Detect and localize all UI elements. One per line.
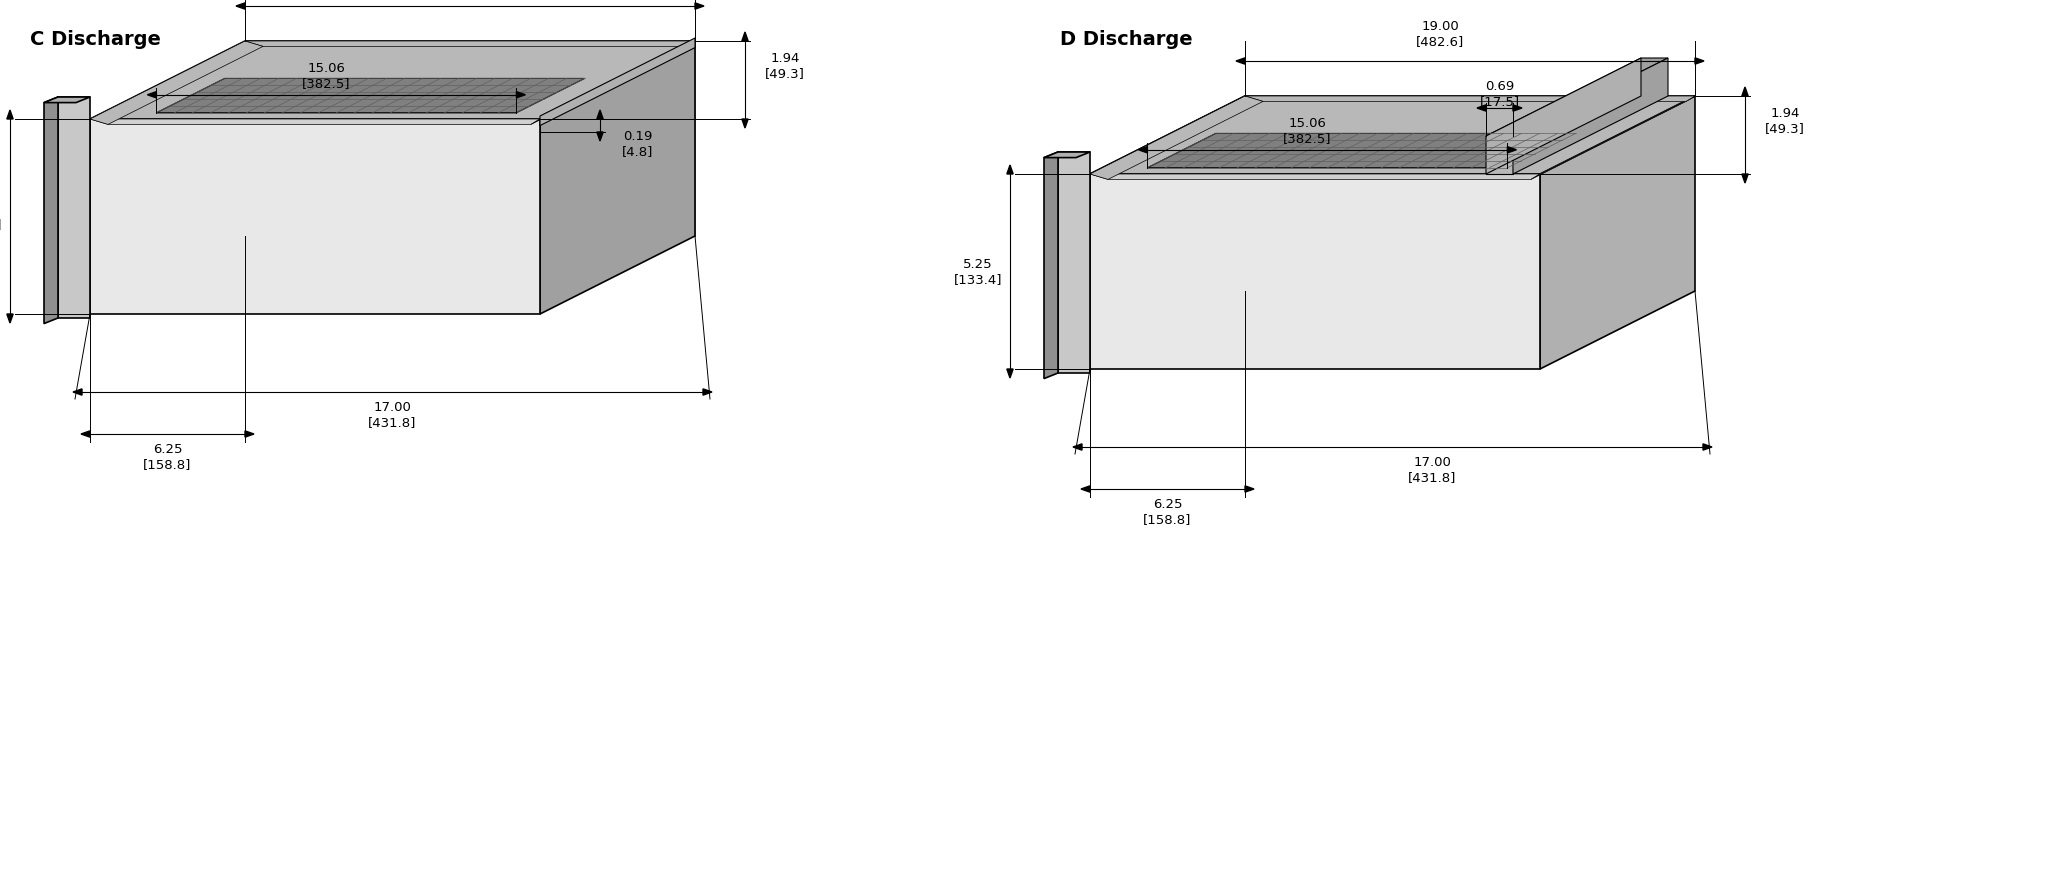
Polygon shape [516, 92, 526, 99]
Polygon shape [90, 120, 541, 126]
Polygon shape [156, 79, 584, 113]
Polygon shape [246, 431, 254, 437]
Polygon shape [1008, 370, 1014, 378]
Text: 6.25
[158.8]: 6.25 [158.8] [1143, 498, 1192, 525]
Polygon shape [1540, 97, 1696, 370]
Polygon shape [1090, 97, 1696, 175]
Polygon shape [1059, 153, 1090, 373]
Polygon shape [43, 97, 57, 324]
Polygon shape [1044, 153, 1090, 158]
Text: 0.19
[4.8]: 0.19 [4.8] [623, 130, 653, 158]
Polygon shape [1743, 175, 1749, 184]
Text: 19.00
[482.6]: 19.00 [482.6] [1415, 20, 1464, 48]
Polygon shape [1487, 59, 1667, 137]
Polygon shape [1090, 175, 1540, 370]
Text: 17.00
[431.8]: 17.00 [431.8] [369, 400, 416, 428]
Polygon shape [1081, 486, 1090, 493]
Polygon shape [596, 133, 604, 142]
Polygon shape [74, 390, 82, 396]
Text: 5.25
[133.4]: 5.25 [133.4] [954, 258, 1001, 286]
Text: 6.25
[158.8]: 6.25 [158.8] [143, 443, 193, 471]
Polygon shape [541, 39, 694, 126]
Polygon shape [1532, 97, 1696, 180]
Polygon shape [1237, 59, 1245, 65]
Text: 0.69
[17.5]: 0.69 [17.5] [1479, 80, 1520, 108]
Polygon shape [1008, 166, 1014, 175]
Polygon shape [1513, 59, 1667, 175]
Polygon shape [1139, 148, 1147, 154]
Polygon shape [57, 97, 90, 319]
Polygon shape [90, 42, 262, 126]
Text: 15.06
[382.5]: 15.06 [382.5] [1284, 117, 1331, 145]
Polygon shape [1044, 153, 1059, 379]
Polygon shape [741, 120, 748, 129]
Polygon shape [1507, 148, 1516, 154]
Polygon shape [147, 92, 156, 99]
Text: C Discharge: C Discharge [31, 30, 162, 49]
Polygon shape [236, 4, 246, 11]
Polygon shape [1147, 134, 1575, 169]
Polygon shape [1487, 137, 1513, 175]
Polygon shape [1696, 59, 1704, 65]
Polygon shape [90, 42, 694, 120]
Polygon shape [596, 111, 604, 120]
Polygon shape [1513, 105, 1522, 112]
Text: D Discharge: D Discharge [1061, 30, 1192, 49]
Polygon shape [6, 111, 12, 120]
Polygon shape [741, 33, 748, 42]
Text: 1.94
[49.3]: 1.94 [49.3] [766, 52, 805, 80]
Polygon shape [1477, 105, 1487, 112]
Text: 15.06
[382.5]: 15.06 [382.5] [303, 61, 350, 90]
Text: 1.94
[49.3]: 1.94 [49.3] [1765, 107, 1804, 135]
Polygon shape [82, 431, 90, 437]
Polygon shape [1073, 444, 1081, 450]
Polygon shape [90, 120, 541, 314]
Polygon shape [43, 97, 90, 104]
Polygon shape [6, 314, 12, 324]
Polygon shape [1245, 97, 1696, 102]
Polygon shape [530, 42, 694, 126]
Polygon shape [541, 42, 694, 314]
Polygon shape [246, 42, 694, 47]
Polygon shape [702, 390, 713, 396]
Polygon shape [1090, 97, 1264, 180]
Polygon shape [1704, 444, 1712, 450]
Text: 17.00
[431.8]: 17.00 [431.8] [1409, 456, 1456, 484]
Polygon shape [1743, 88, 1749, 97]
Polygon shape [1090, 97, 1245, 370]
Polygon shape [1090, 175, 1540, 180]
Polygon shape [1245, 486, 1253, 493]
Text: 5.25
[133.4]: 5.25 [133.4] [0, 204, 2, 231]
Polygon shape [1487, 59, 1640, 175]
Polygon shape [694, 4, 705, 11]
